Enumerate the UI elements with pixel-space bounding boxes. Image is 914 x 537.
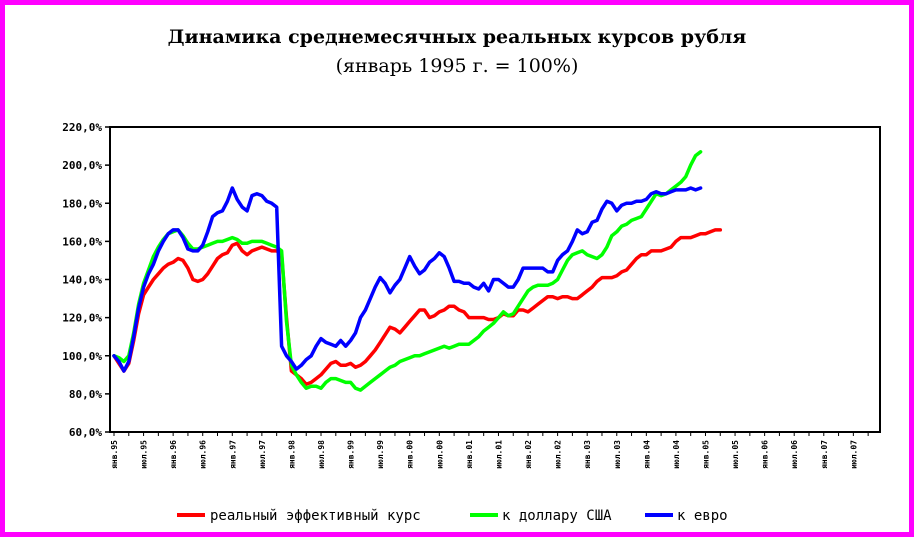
x-tick-label: июл.99: [376, 440, 385, 469]
x-tick-label: июл.07: [849, 440, 858, 469]
x-tick-label: янв.03: [583, 440, 592, 469]
y-tick-label: 140,0%: [62, 274, 102, 287]
x-tick-label: янв.04: [642, 440, 651, 469]
x-tick-label: янв.06: [761, 440, 770, 469]
legend-label: к евро: [677, 508, 728, 524]
x-tick-label: июл.03: [613, 440, 622, 469]
x-axis: янв.95 июл.95 янв.96 июл.96 янв.97 июл.97 янв.…: [110, 432, 869, 469]
y-tick-label: 200,0%: [62, 159, 102, 172]
x-tick-label: янв.97: [228, 440, 237, 469]
y-tick-label: 180,0%: [62, 197, 102, 210]
y-tick-label: 60,0%: [69, 426, 102, 439]
x-tick-label: июл.96: [199, 440, 208, 469]
legend: реальный эффективный курс к доллару США к …: [177, 508, 728, 524]
series-lines: [112, 150, 723, 392]
x-tick-label: янв.99: [347, 440, 356, 469]
x-tick-label: июл.01: [494, 440, 503, 469]
x-tick-label: июл.02: [554, 440, 563, 469]
x-tick-label: янв.01: [465, 440, 474, 469]
series-line-1: [112, 150, 703, 392]
x-tick-label: июл.00: [435, 440, 444, 469]
chart-subtitle: (январь 1995 г. = 100%): [335, 55, 579, 77]
legend-label: к доллару США: [502, 508, 612, 524]
y-tick-label: 220,0%: [62, 121, 102, 134]
x-tick-label: янв.07: [820, 440, 829, 469]
x-tick-label: янв.02: [524, 440, 533, 469]
x-tick-label: янв.98: [287, 440, 296, 469]
x-tick-label: янв.96: [169, 440, 178, 469]
x-tick-label: июл.05: [731, 440, 740, 469]
x-tick-label: июл.97: [258, 440, 267, 469]
x-tick-label: июл.06: [790, 440, 799, 469]
y-tick-label: 120,0%: [62, 312, 102, 325]
x-tick-label: июл.98: [317, 440, 326, 469]
x-tick-label: июл.95: [140, 440, 149, 469]
x-tick-label: янв.00: [406, 440, 415, 469]
y-tick-label: 80,0%: [69, 388, 102, 401]
series-line-0: [112, 228, 723, 387]
y-axis: 60,0% 80,0% 100,0% 120,0% 140,0% 160,0% 180,0%…: [62, 121, 110, 439]
x-tick-label: янв.95: [110, 440, 119, 469]
x-tick-label: янв.05: [701, 440, 710, 469]
x-tick-label: июл.04: [672, 440, 681, 469]
y-tick-label: 160,0%: [62, 235, 102, 248]
series-line-2: [112, 186, 703, 373]
y-tick-label: 100,0%: [62, 350, 102, 363]
legend-label: реальный эффективный курс: [210, 508, 421, 524]
chart-title: Динамика среднемесячных реальных курсов …: [167, 26, 747, 48]
